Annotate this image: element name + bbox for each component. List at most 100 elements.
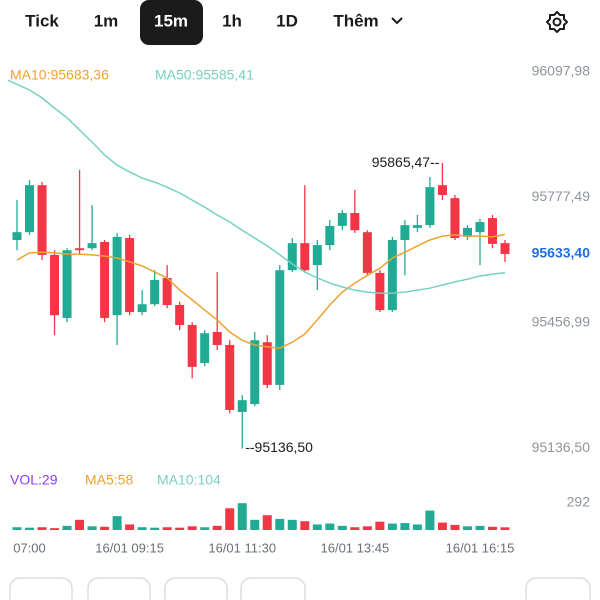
candle-body [75, 248, 85, 251]
candle-body [350, 212, 360, 231]
volume-bar [75, 519, 85, 530]
legend-entry: MA50:95585,41 [155, 67, 254, 83]
y-tick-label: 95136,50 [532, 439, 591, 455]
volume-bar [437, 522, 447, 530]
candle-body [87, 243, 97, 249]
candle-body [125, 238, 135, 313]
volume-bar [112, 516, 122, 530]
volume-bar [325, 523, 335, 530]
candle-body [475, 222, 485, 233]
candle-body [487, 218, 497, 244]
candle-body [25, 185, 35, 233]
volume-bar [37, 527, 47, 530]
candle-body [200, 333, 210, 363]
volume-bar [400, 523, 410, 530]
x-tick-label: 16/01 16:15 [446, 540, 515, 555]
volume-bar [300, 521, 310, 530]
volume-bar [175, 527, 185, 530]
candle-body [187, 324, 197, 367]
tab-selected-pill [140, 0, 203, 45]
volume-bar [12, 527, 22, 530]
volume-bar [262, 515, 272, 530]
tool-button[interactable] [240, 577, 306, 600]
candle-body [400, 225, 410, 241]
candle-body [425, 187, 435, 226]
volume-bar [50, 528, 60, 530]
volume-bar [450, 524, 460, 530]
volume-bar [312, 524, 322, 530]
volume-bar [62, 525, 72, 530]
candle-body [412, 225, 422, 228]
candle-body [450, 198, 460, 239]
y-tick-label: 95456,99 [532, 314, 591, 330]
volume-bar [187, 526, 197, 530]
candle-body [237, 400, 247, 412]
min-annotation: --95136,50 [245, 439, 313, 455]
tab[interactable]: 1m [94, 11, 119, 30]
candle-body [287, 243, 297, 271]
volume-bar [125, 524, 135, 530]
tab[interactable]: 1h [222, 11, 242, 30]
tool-button[interactable] [9, 577, 73, 600]
candle-body [62, 250, 72, 318]
volume-legend: VOL:29 [10, 472, 58, 488]
tab[interactable]: 1D [276, 11, 298, 30]
max-annotation: 95865,47-- [372, 154, 440, 170]
volume-bar [137, 527, 147, 530]
volume-bar [200, 527, 210, 530]
y-tick-label: 96097,98 [532, 63, 591, 79]
volume-bar [362, 526, 372, 530]
volume-bar [150, 527, 160, 530]
volume-bar [275, 518, 285, 530]
ma-line [7, 79, 506, 295]
volume-bar [475, 525, 485, 530]
volume-bar [387, 523, 397, 530]
volume-bar [250, 519, 260, 530]
volume-bar [100, 526, 110, 530]
candle-body [312, 245, 322, 266]
x-tick-label: 07:00 [13, 540, 46, 555]
volume-tick-label: 292 [567, 494, 591, 510]
candle-body [175, 305, 185, 325]
candle-body [112, 236, 122, 316]
candle-body [162, 277, 172, 306]
volume-bar [412, 524, 422, 530]
volume-bar [462, 526, 472, 530]
candle-body [212, 332, 222, 345]
volume-bar [162, 527, 172, 530]
x-tick-label: 16/01 13:45 [321, 540, 390, 555]
tab[interactable]: 15m [154, 11, 188, 30]
volume-bar [350, 527, 360, 530]
volume-bar [337, 525, 347, 530]
volume-bar [237, 503, 247, 530]
candle-body [37, 185, 47, 255]
candle-body [225, 344, 235, 410]
candle-body [137, 304, 147, 313]
bottom-toolbar [9, 577, 591, 600]
volume-bar [25, 527, 35, 530]
ma-line [16, 233, 506, 349]
candle-body [100, 241, 110, 318]
candle-body [150, 279, 160, 305]
candle-body [375, 272, 385, 311]
y-tick-label: 95777,49 [532, 188, 591, 204]
last-price-label: 95633,40 [532, 245, 591, 261]
tool-button[interactable] [164, 577, 228, 600]
tool-button[interactable] [525, 577, 591, 600]
candle-body [437, 185, 447, 195]
candle-body [325, 225, 335, 246]
tool-button[interactable] [87, 577, 151, 600]
tab[interactable]: Thêm [333, 11, 378, 30]
candle-body [262, 342, 272, 385]
legend-entry: MA10:95683,36 [10, 67, 109, 83]
dropdown-chevron[interactable] [391, 17, 403, 25]
candle-body [275, 270, 285, 385]
tab[interactable]: Tick [25, 11, 59, 30]
volume-bar [225, 508, 235, 530]
settings-icon[interactable] [546, 11, 568, 33]
x-tick-label: 16/01 09:15 [95, 540, 164, 555]
candle-body [337, 212, 347, 226]
candle-body [12, 232, 22, 241]
candle-body [362, 232, 372, 273]
